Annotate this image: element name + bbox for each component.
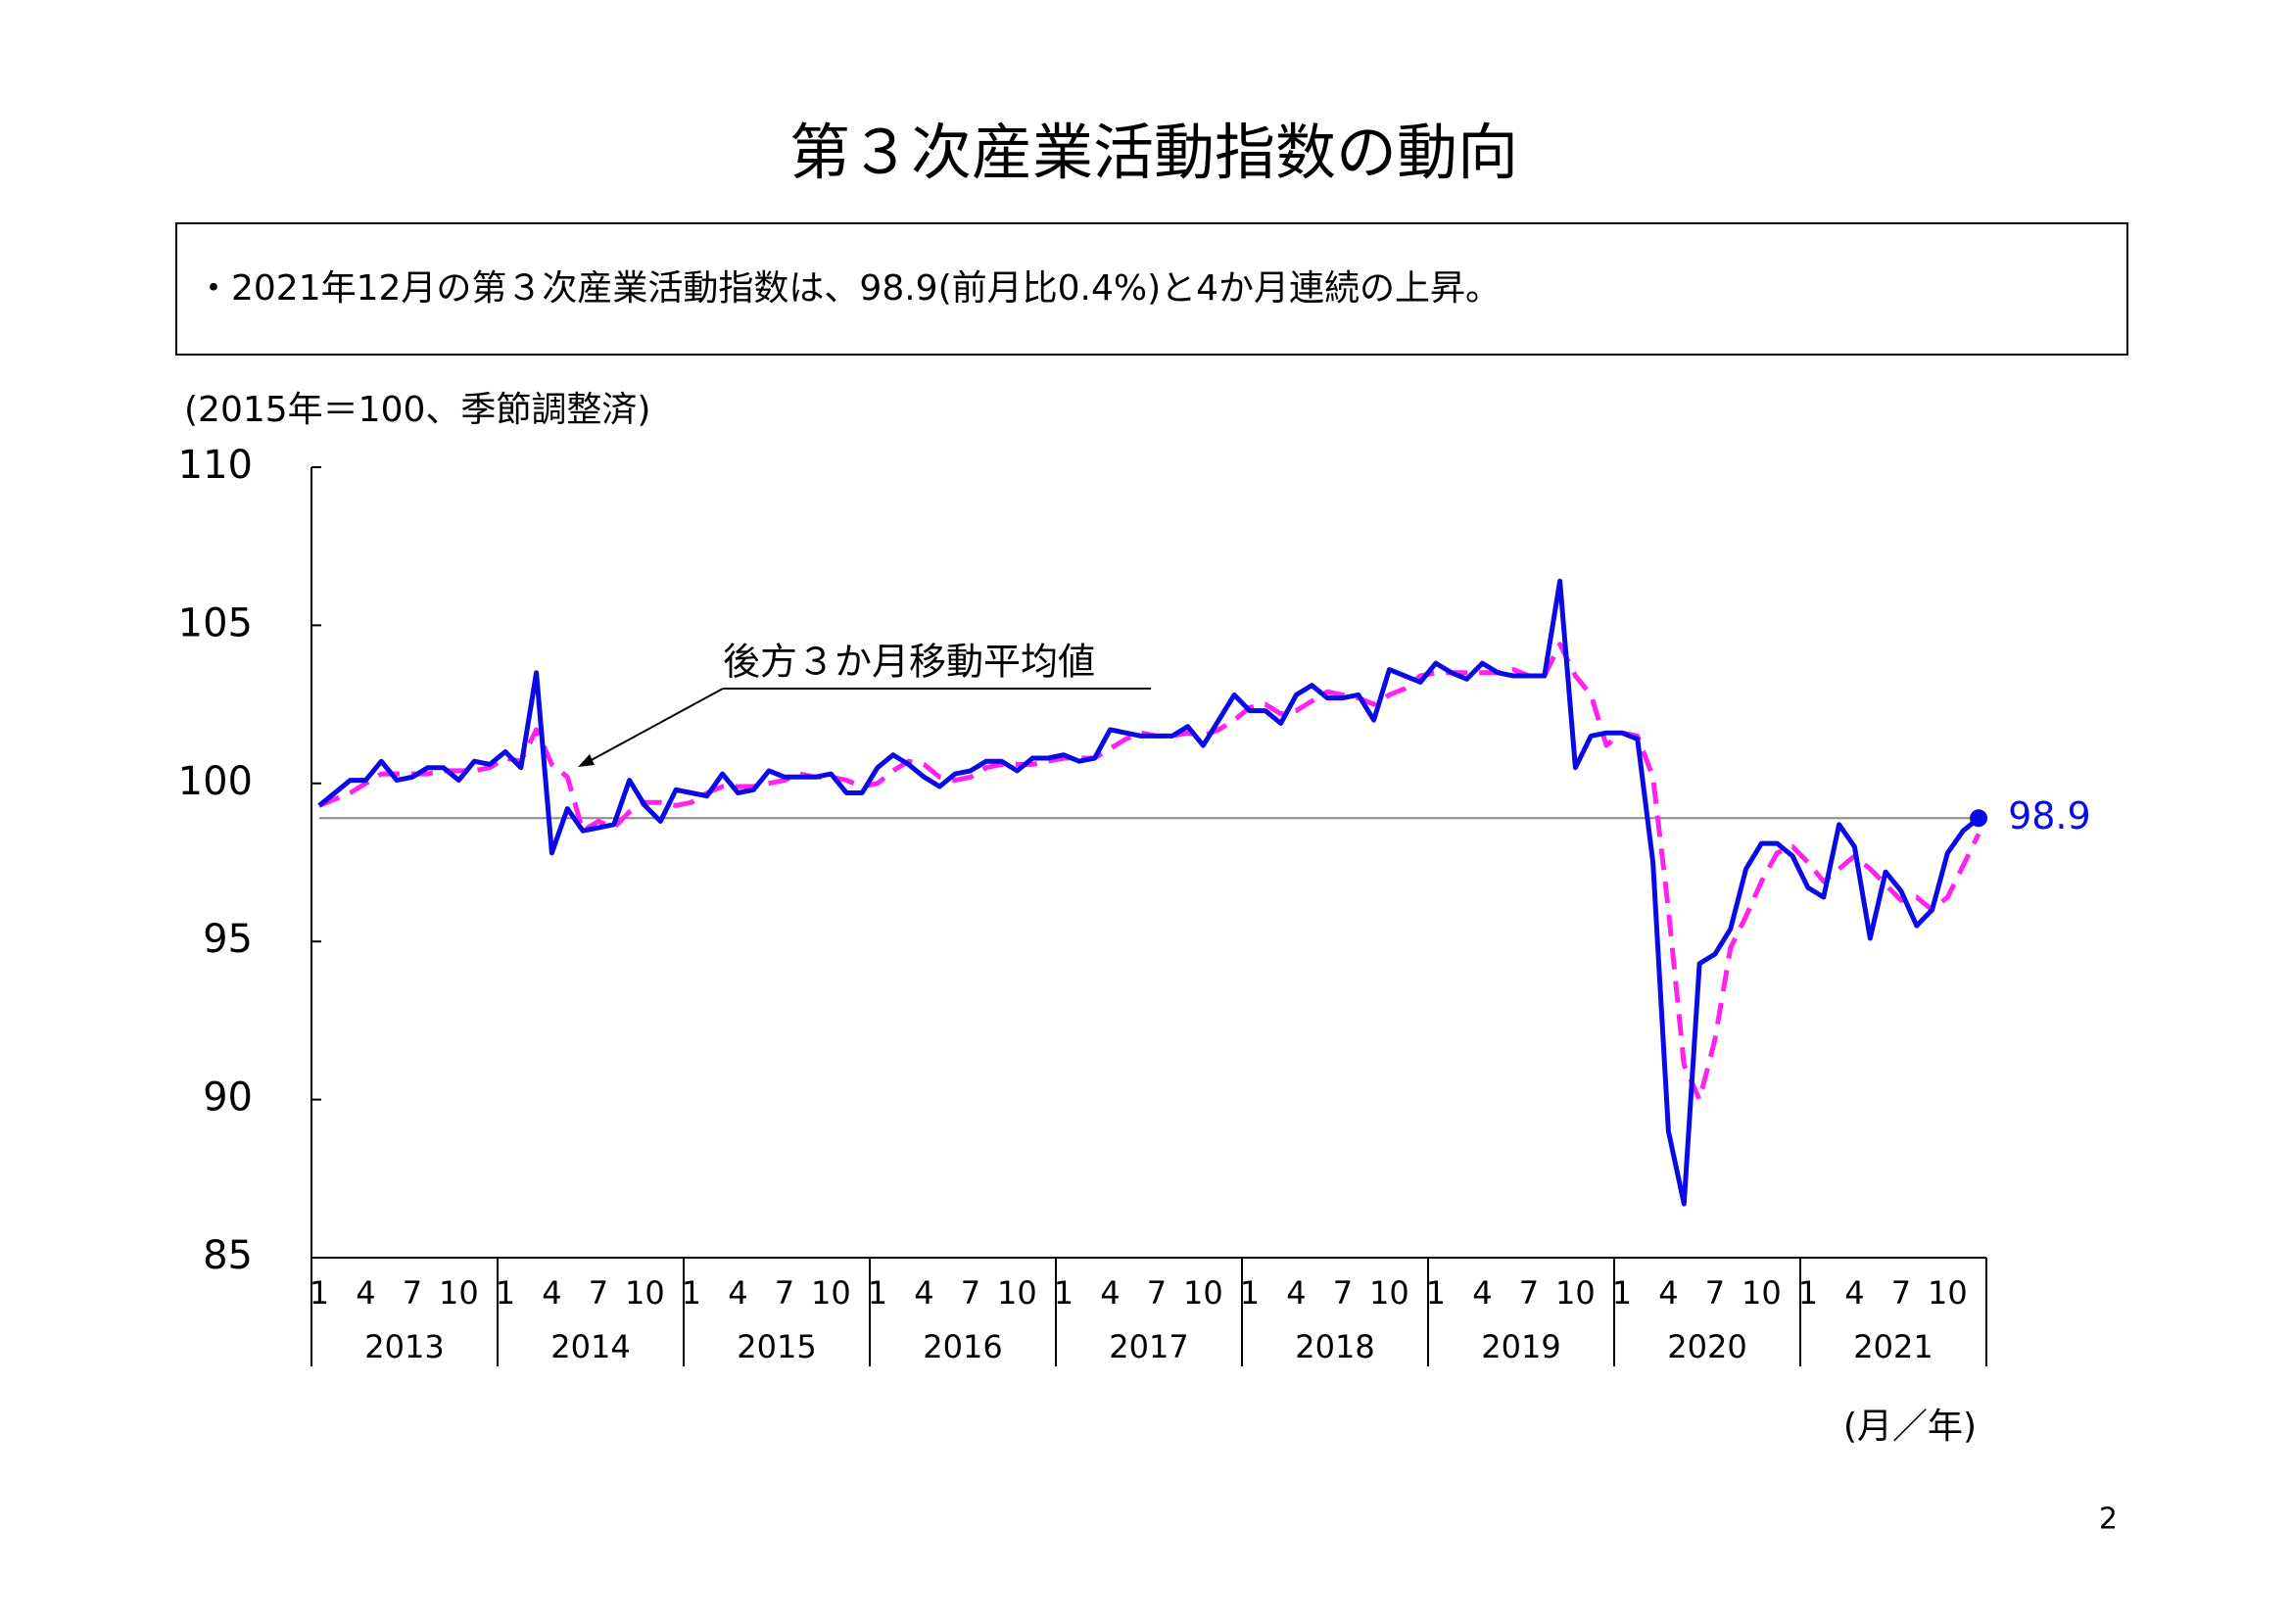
x-tick-label: 4 bbox=[356, 1274, 375, 1312]
latest-value-label: 98.9 bbox=[2008, 794, 2091, 837]
year-label: 2020 bbox=[1667, 1328, 1746, 1365]
x-tick-label: 7 bbox=[1891, 1274, 1911, 1312]
y-tick-label: 95 bbox=[203, 917, 253, 962]
x-tick-label: 1 bbox=[868, 1274, 887, 1312]
x-tick-label: 10 bbox=[1928, 1274, 1968, 1312]
x-tick-label: 4 bbox=[1100, 1274, 1120, 1312]
year-label: 2017 bbox=[1109, 1328, 1188, 1365]
x-tick-label: 4 bbox=[1472, 1274, 1492, 1312]
x-tick-label: 7 bbox=[589, 1274, 608, 1312]
x-tick-label: 10 bbox=[1369, 1274, 1409, 1312]
x-tick-label: 1 bbox=[1798, 1274, 1818, 1312]
note-text: ・2021年12月の第３次産業活動指数は、98.9(前月比0.4%)と4か月連続… bbox=[196, 268, 1501, 309]
x-tick-label: 10 bbox=[439, 1274, 479, 1312]
x-tick-label: 10 bbox=[997, 1274, 1037, 1312]
y-tick-label: 85 bbox=[203, 1233, 253, 1278]
annotation: 後方３か月移動平均値 bbox=[723, 641, 1095, 684]
year-label: 2013 bbox=[364, 1328, 444, 1365]
x-tick-label: 7 bbox=[1519, 1274, 1539, 1312]
chart-title: 第３次産業活動指数の動向 bbox=[789, 117, 1518, 188]
x-tick-label: 7 bbox=[961, 1274, 980, 1312]
x-tick-label: 4 bbox=[1844, 1274, 1864, 1312]
y-tick-label: 110 bbox=[178, 443, 253, 488]
x-tick-label: 7 bbox=[1333, 1274, 1353, 1312]
x-tick-label: 1 bbox=[1612, 1274, 1632, 1312]
year-label: 2016 bbox=[923, 1328, 1002, 1365]
year-label: 2014 bbox=[550, 1328, 630, 1365]
x-tick-label: 7 bbox=[1705, 1274, 1725, 1312]
x-tick-label: 1 bbox=[496, 1274, 515, 1312]
x-tick-label: 1 bbox=[1426, 1274, 1446, 1312]
year-label: 2015 bbox=[737, 1328, 816, 1365]
latest-point bbox=[1970, 809, 1988, 828]
x-tick-label: 4 bbox=[542, 1274, 561, 1312]
x-tick-label: 4 bbox=[1286, 1274, 1306, 1312]
x-tick-label: 7 bbox=[1147, 1274, 1167, 1312]
year-label: 2021 bbox=[1853, 1328, 1933, 1365]
y-tick-label: 90 bbox=[203, 1075, 253, 1121]
annotation-arrow bbox=[587, 688, 724, 763]
x-tick-label: 10 bbox=[1555, 1274, 1596, 1312]
x-tick-label: 1 bbox=[310, 1274, 329, 1312]
page-number: 2 bbox=[2099, 1503, 2118, 1537]
x-tick-label: 10 bbox=[1183, 1274, 1223, 1312]
x-tick-label: 4 bbox=[914, 1274, 933, 1312]
index-line bbox=[317, 578, 1981, 1207]
x-tick-label: 1 bbox=[682, 1274, 701, 1312]
x-tick-label: 1 bbox=[1054, 1274, 1074, 1312]
x-axis-label: (月／年) bbox=[1843, 1407, 1977, 1447]
annotation-arrowhead bbox=[578, 754, 595, 767]
x-tick-label: 7 bbox=[403, 1274, 422, 1312]
y-axis-label: (2015年＝100、季節調整済) bbox=[184, 390, 650, 430]
x-tick-label: 4 bbox=[728, 1274, 747, 1312]
x-tick-label: 10 bbox=[811, 1274, 851, 1312]
note-box bbox=[175, 222, 2128, 356]
x-tick-label: 4 bbox=[1658, 1274, 1678, 1312]
y-tick-label: 105 bbox=[178, 600, 253, 645]
x-tick-label: 7 bbox=[775, 1274, 794, 1312]
year-label: 2018 bbox=[1295, 1328, 1374, 1365]
x-tick-label: 10 bbox=[625, 1274, 665, 1312]
year-label: 2019 bbox=[1481, 1328, 1560, 1365]
x-tick-label: 1 bbox=[1240, 1274, 1260, 1312]
y-tick-label: 100 bbox=[178, 759, 253, 804]
x-tick-label: 10 bbox=[1742, 1274, 1782, 1312]
